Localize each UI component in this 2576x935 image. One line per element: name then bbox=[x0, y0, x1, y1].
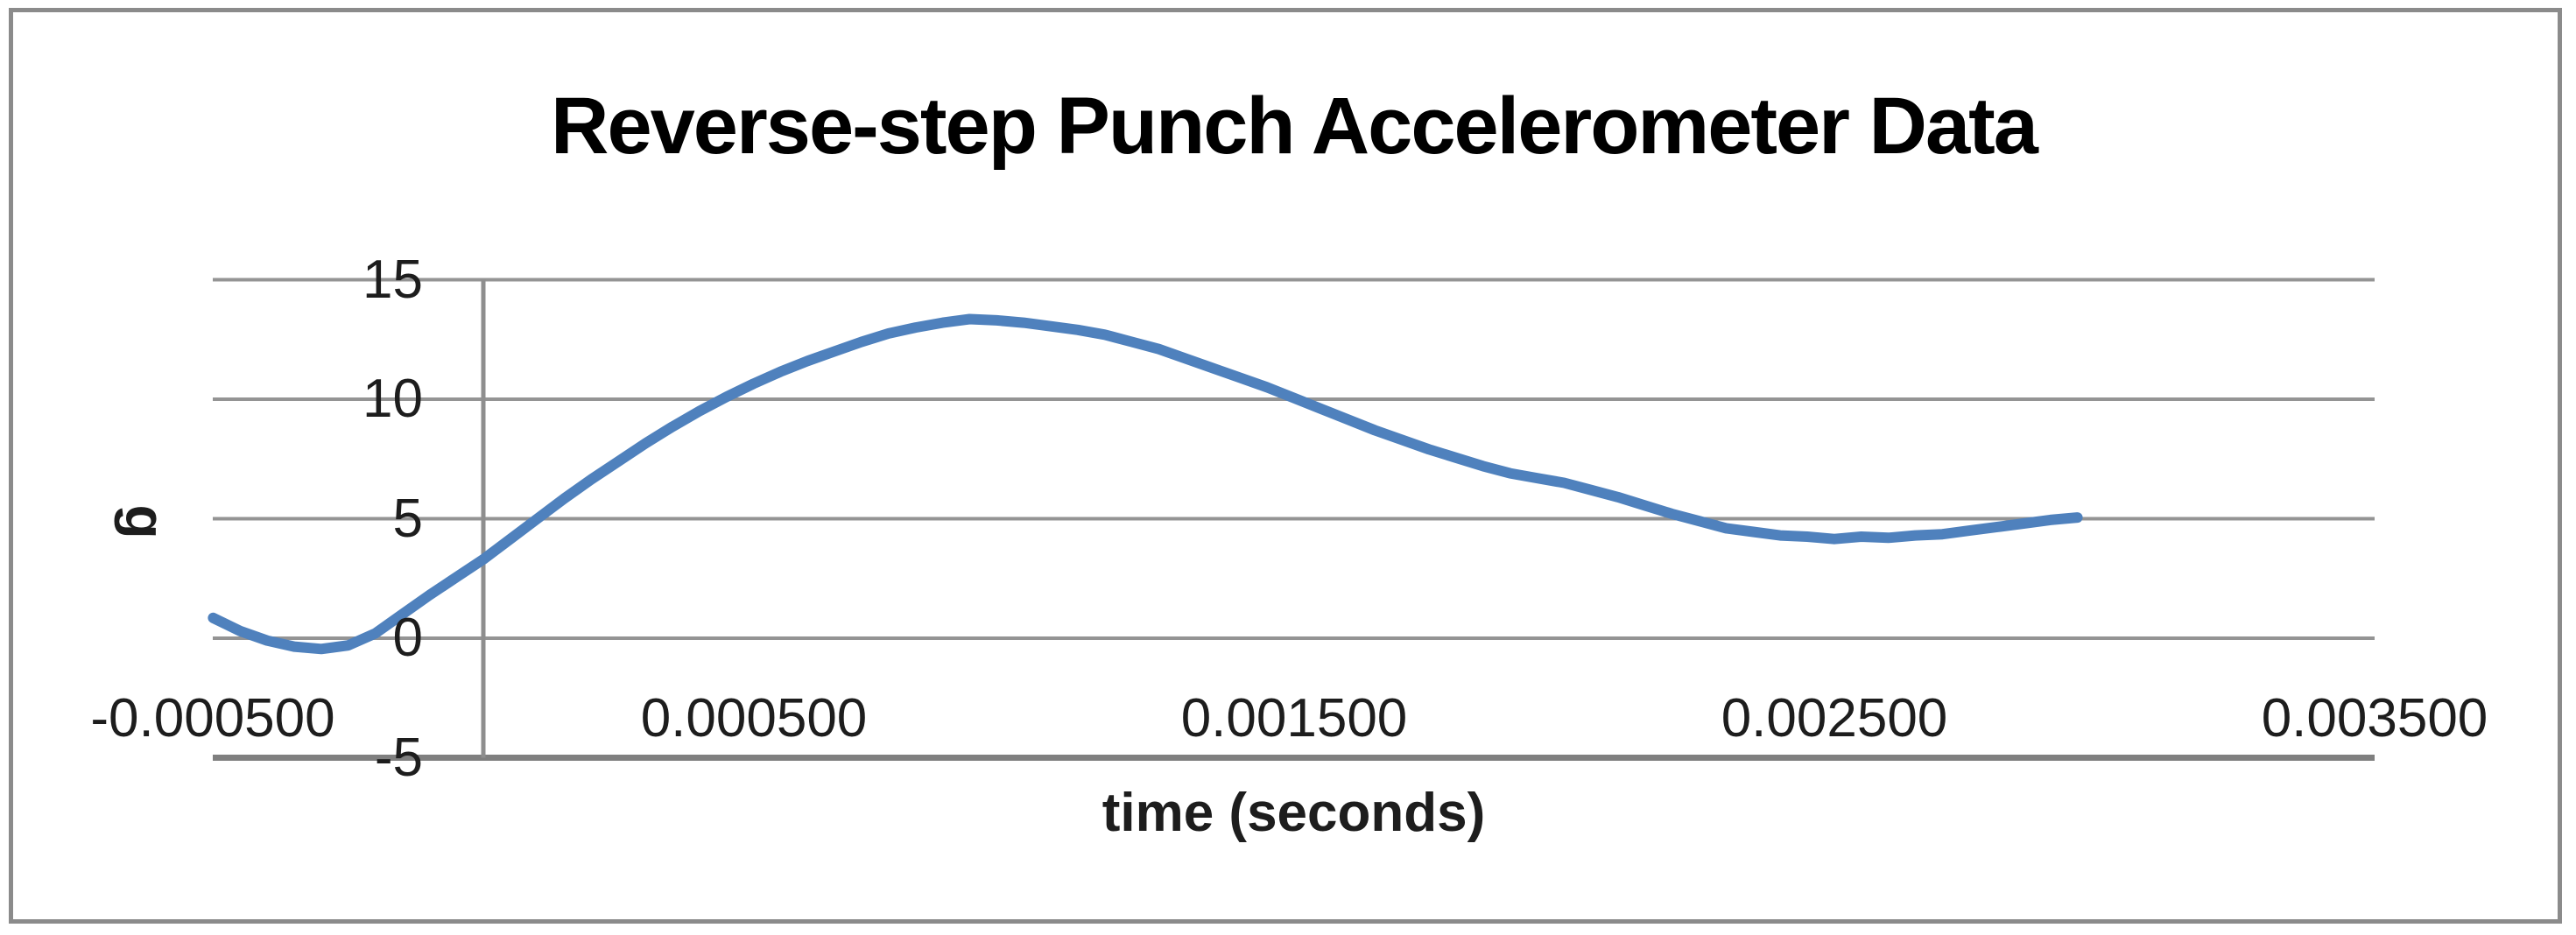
x-tick-label-2: 0.000500 bbox=[640, 688, 868, 749]
data-series-line bbox=[208, 313, 2083, 655]
y-tick-label-0: 0 bbox=[392, 608, 423, 668]
y-tick-label-10: 10 bbox=[362, 369, 423, 429]
x-tick-label-3: 0.001500 bbox=[1180, 688, 1408, 749]
y-tick-label-15: 15 bbox=[362, 250, 423, 310]
y-tick-label-5: 5 bbox=[392, 489, 423, 549]
y-tick-label-neg5: -5 bbox=[374, 728, 423, 788]
x-tick-label-4: 0.002500 bbox=[1721, 688, 1948, 749]
x-tick-label-1: -0.000500 bbox=[90, 688, 335, 749]
y-axis-title: g bbox=[114, 504, 177, 539]
x-axis-title: time (seconds) bbox=[1101, 783, 1486, 843]
x-tick-label-5: 0.003500 bbox=[2261, 688, 2488, 749]
chart-title: Reverse-step Punch Accelerometer Data bbox=[551, 81, 2038, 171]
chart-frame-border bbox=[9, 8, 2562, 924]
